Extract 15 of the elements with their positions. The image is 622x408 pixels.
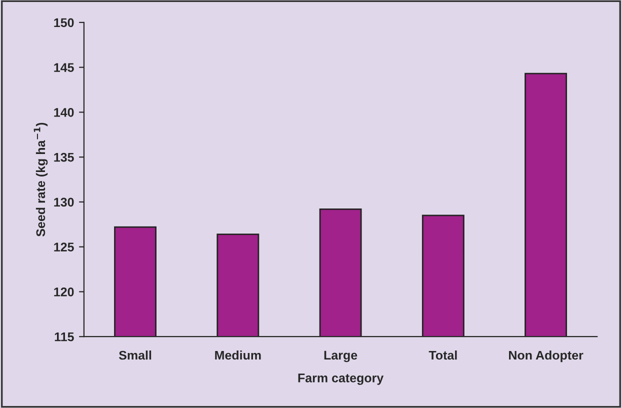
- x-axis-title: Farm category: [298, 374, 384, 385]
- y-axis-title: Seed rate (kg ha$^{−1}$): [34, 122, 48, 236]
- y-tick-label: 130: [54, 198, 74, 207]
- y-tick-label: 125: [54, 242, 74, 252]
- y-tick-label: 150: [54, 18, 74, 28]
- x-tick-label: Total: [428, 350, 457, 360]
- y-tick-label: 145: [54, 63, 74, 72]
- x-tick-label: Large: [324, 350, 358, 362]
- y-tick-label: 120: [54, 288, 74, 296]
- x-tick-label: Medium: [215, 350, 261, 360]
- y-tick-label: 140: [54, 108, 74, 117]
- x-tick-label: Non Adopter: [509, 350, 584, 362]
- x-tick-label: Small: [118, 350, 152, 360]
- y-tick-label: 115: [54, 332, 74, 342]
- y-tick-label: 135: [54, 152, 74, 162]
